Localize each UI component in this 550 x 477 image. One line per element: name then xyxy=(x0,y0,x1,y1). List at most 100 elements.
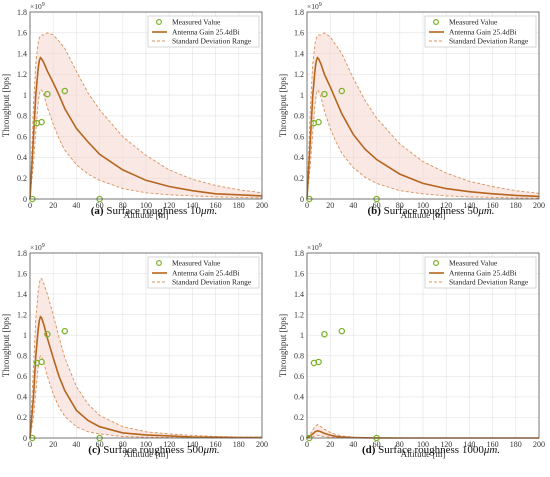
x-tick-label: 180 xyxy=(510,201,522,210)
x-tick-label: 40 xyxy=(349,201,357,210)
y-exponent-label: ×109 xyxy=(307,2,322,11)
legend-measured-marker xyxy=(156,260,163,267)
legend-range-label: Standard Deviation Range xyxy=(449,37,529,46)
x-tick-label: 80 xyxy=(396,201,404,210)
x-tick-label: 60 xyxy=(373,201,381,210)
x-tick-label: 120 xyxy=(440,440,452,449)
std-deviation-band xyxy=(30,32,262,199)
x-tick-label: 40 xyxy=(349,440,357,449)
panel-caption: (b) Surface roughness 50μm. xyxy=(367,205,494,217)
axes-frame xyxy=(29,252,263,439)
y-tick-label: 0 xyxy=(23,195,27,204)
panel-caption: (d) Surface roughness 1000μm. xyxy=(362,444,500,456)
x-tick-label: 160 xyxy=(210,201,222,210)
x-tick-label: 160 xyxy=(487,440,499,449)
x-tick-label: 140 xyxy=(463,201,475,210)
x-tick-label: 200 xyxy=(533,201,545,210)
y-tick-label: 1.8 xyxy=(17,8,27,17)
x-axis-label: Altitude [m] xyxy=(124,449,169,459)
legend-measured-marker xyxy=(156,19,163,26)
y-tick-label: 0.8 xyxy=(294,352,304,361)
y-tick-label: 0.4 xyxy=(17,393,27,402)
y-tick-label: 0.8 xyxy=(17,112,27,121)
y-tick-label: 1.6 xyxy=(17,29,27,38)
antenna-gain-line xyxy=(29,56,263,200)
measured-point xyxy=(338,87,346,95)
x-tick-label: 20 xyxy=(326,440,334,449)
chart-panel-d: 0 20 40 60 80 100 120 140 160 180 200 0 0.2 0.4 0.6 0.8… xyxy=(278,243,545,459)
y-tick-label: 1.2 xyxy=(294,70,304,79)
std-lower-line xyxy=(306,89,540,200)
axes-frame xyxy=(29,11,263,200)
x-tick-label: 0 xyxy=(305,201,309,210)
y-exponent-label: ×109 xyxy=(30,243,45,252)
axes-frame xyxy=(306,252,540,439)
std-deviation-band xyxy=(307,32,539,199)
y-axis-label: Throughput [bps] xyxy=(1,74,11,137)
legend-box xyxy=(147,15,260,48)
x-tick-label: 180 xyxy=(510,440,522,449)
y-tick-label: 1.2 xyxy=(17,310,27,319)
y-tick-label: 0.2 xyxy=(294,174,304,183)
legend-model-label: Antenna Gain 25.4dBi xyxy=(172,28,240,37)
measured-point xyxy=(315,118,322,126)
x-tick-label: 80 xyxy=(119,201,127,210)
x-tick-label: 80 xyxy=(396,440,404,449)
legend-measured-label: Measured Value xyxy=(449,18,498,27)
y-tick-label: 0.6 xyxy=(294,372,304,381)
legend-measured-marker xyxy=(433,19,440,26)
measured-point xyxy=(321,90,328,98)
measured-point xyxy=(38,118,45,126)
axes-frame xyxy=(306,11,540,200)
y-tick-label: 0.2 xyxy=(17,413,27,422)
legend-range-label: Standard Deviation Range xyxy=(172,37,252,46)
x-tick-label: 100 xyxy=(140,201,152,210)
panel-caption: (c) Surface roughness 500μm. xyxy=(88,444,219,456)
x-tick-label: 200 xyxy=(256,201,268,210)
y-exponent-label: ×109 xyxy=(307,243,322,252)
std-lower-line xyxy=(29,89,263,200)
legend-range-label: Standard Deviation Range xyxy=(449,278,529,287)
y-tick-label: 1.2 xyxy=(294,310,304,319)
x-tick-label: 80 xyxy=(119,440,127,449)
y-tick-label: 0.6 xyxy=(17,132,27,141)
y-tick-label: 1 xyxy=(23,91,27,100)
legend-range-label: Standard Deviation Range xyxy=(172,278,252,287)
x-tick-label: 60 xyxy=(373,440,381,449)
y-tick-label: 0.8 xyxy=(17,352,27,361)
legend-model-label: Antenna Gain 25.4dBi xyxy=(449,269,517,278)
x-axis-label: Altitude [m] xyxy=(401,449,446,459)
y-tick-label: 0.2 xyxy=(17,174,27,183)
x-tick-label: 100 xyxy=(417,201,429,210)
measured-point xyxy=(338,327,346,335)
chart-panel-a: 0 20 40 60 80 100 120 140 160 180 200 0 0.2 0.4 0.6 0.8… xyxy=(1,2,268,220)
x-tick-label: 40 xyxy=(72,201,80,210)
x-tick-label: 0 xyxy=(28,201,32,210)
x-tick-label: 120 xyxy=(440,201,452,210)
y-tick-label: 1.8 xyxy=(294,8,304,17)
y-tick-label: 0.4 xyxy=(294,153,304,162)
x-tick-label: 180 xyxy=(233,440,245,449)
x-tick-label: 160 xyxy=(210,440,222,449)
y-tick-label: 1 xyxy=(300,331,304,340)
y-tick-label: 1.4 xyxy=(17,290,27,299)
antenna-gain-line xyxy=(306,56,540,200)
y-axis-label: Throughput [bps] xyxy=(1,314,11,377)
x-tick-label: 0 xyxy=(305,440,309,449)
y-tick-label: 0 xyxy=(300,195,304,204)
measured-point xyxy=(321,330,328,338)
legend-model-label: Antenna Gain 25.4dBi xyxy=(449,28,517,37)
x-tick-label: 200 xyxy=(533,440,545,449)
y-exponent-label: ×109 xyxy=(30,2,45,11)
chart-panel-b: 0 20 40 60 80 100 120 140 160 180 200 0 0.2 0.4 0.6 0.8… xyxy=(278,2,545,220)
measured-point xyxy=(44,330,51,338)
x-tick-label: 160 xyxy=(487,201,499,210)
x-tick-label: 140 xyxy=(186,440,198,449)
measured-point xyxy=(61,87,69,95)
x-tick-label: 100 xyxy=(417,440,429,449)
y-tick-label: 1.8 xyxy=(17,249,27,258)
y-tick-label: 0 xyxy=(23,434,27,443)
